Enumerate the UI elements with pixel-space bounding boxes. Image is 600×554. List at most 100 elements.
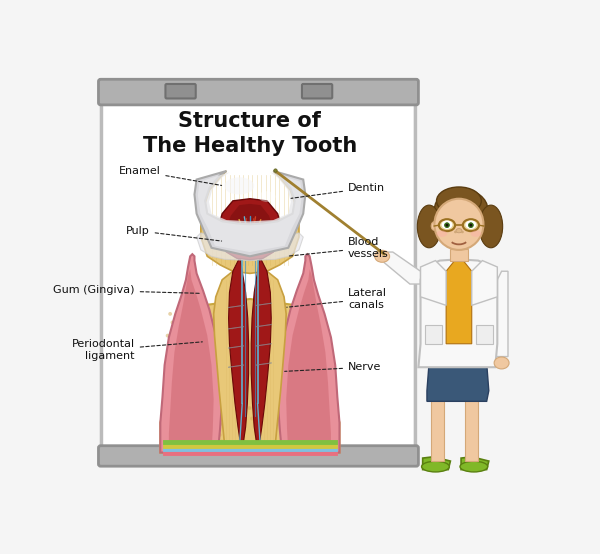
Ellipse shape bbox=[270, 326, 274, 330]
Ellipse shape bbox=[188, 336, 192, 340]
Ellipse shape bbox=[463, 219, 479, 231]
Polygon shape bbox=[472, 260, 497, 305]
Ellipse shape bbox=[179, 421, 184, 425]
Text: Blood
vessels: Blood vessels bbox=[289, 237, 389, 259]
Polygon shape bbox=[226, 204, 274, 250]
Ellipse shape bbox=[215, 375, 219, 378]
Ellipse shape bbox=[494, 357, 509, 369]
Ellipse shape bbox=[227, 315, 231, 319]
Ellipse shape bbox=[168, 312, 172, 316]
Ellipse shape bbox=[325, 335, 329, 338]
Ellipse shape bbox=[185, 348, 188, 352]
Ellipse shape bbox=[302, 398, 307, 402]
Ellipse shape bbox=[287, 364, 290, 368]
Text: Enamel: Enamel bbox=[118, 166, 221, 186]
Polygon shape bbox=[278, 254, 340, 453]
Ellipse shape bbox=[205, 346, 208, 350]
Ellipse shape bbox=[270, 373, 274, 377]
Polygon shape bbox=[495, 271, 508, 357]
Ellipse shape bbox=[198, 376, 202, 380]
Ellipse shape bbox=[248, 406, 251, 410]
Ellipse shape bbox=[170, 359, 174, 363]
Ellipse shape bbox=[259, 191, 275, 202]
Ellipse shape bbox=[172, 403, 176, 407]
Ellipse shape bbox=[212, 443, 216, 447]
Ellipse shape bbox=[293, 379, 297, 383]
Ellipse shape bbox=[437, 230, 447, 237]
Ellipse shape bbox=[213, 426, 217, 429]
Ellipse shape bbox=[241, 338, 245, 342]
Ellipse shape bbox=[169, 433, 173, 437]
Polygon shape bbox=[421, 260, 446, 305]
Polygon shape bbox=[476, 325, 493, 343]
Text: Dentin: Dentin bbox=[291, 183, 385, 198]
Ellipse shape bbox=[195, 423, 199, 427]
Ellipse shape bbox=[234, 417, 238, 421]
Text: Structure of
The Healthy Tooth: Structure of The Healthy Tooth bbox=[143, 111, 357, 156]
Polygon shape bbox=[251, 258, 271, 444]
Ellipse shape bbox=[278, 446, 281, 450]
Ellipse shape bbox=[191, 427, 194, 430]
Ellipse shape bbox=[445, 224, 448, 227]
FancyBboxPatch shape bbox=[166, 84, 196, 99]
Ellipse shape bbox=[326, 340, 330, 343]
Ellipse shape bbox=[224, 177, 254, 194]
Polygon shape bbox=[286, 269, 331, 453]
Ellipse shape bbox=[434, 199, 484, 250]
Polygon shape bbox=[229, 258, 248, 444]
Ellipse shape bbox=[256, 423, 260, 426]
Polygon shape bbox=[427, 363, 489, 401]
FancyBboxPatch shape bbox=[98, 79, 418, 105]
Ellipse shape bbox=[439, 219, 455, 231]
Ellipse shape bbox=[466, 220, 476, 229]
Ellipse shape bbox=[470, 230, 481, 237]
Ellipse shape bbox=[321, 322, 325, 326]
Ellipse shape bbox=[374, 250, 389, 262]
Ellipse shape bbox=[272, 424, 276, 428]
Ellipse shape bbox=[280, 394, 284, 398]
Polygon shape bbox=[425, 325, 442, 343]
FancyBboxPatch shape bbox=[302, 84, 332, 99]
Ellipse shape bbox=[233, 342, 237, 346]
Polygon shape bbox=[449, 249, 469, 260]
Polygon shape bbox=[160, 254, 222, 453]
Ellipse shape bbox=[319, 335, 323, 338]
Polygon shape bbox=[418, 259, 497, 367]
Ellipse shape bbox=[418, 205, 441, 248]
Ellipse shape bbox=[278, 387, 283, 391]
Ellipse shape bbox=[325, 413, 329, 417]
Text: Gum (Gingiva): Gum (Gingiva) bbox=[53, 285, 200, 295]
Ellipse shape bbox=[214, 397, 217, 401]
Ellipse shape bbox=[266, 424, 270, 428]
Ellipse shape bbox=[252, 388, 256, 392]
FancyBboxPatch shape bbox=[101, 84, 415, 464]
Ellipse shape bbox=[283, 346, 286, 350]
Ellipse shape bbox=[479, 205, 503, 248]
Ellipse shape bbox=[224, 432, 228, 436]
Ellipse shape bbox=[215, 435, 220, 439]
Ellipse shape bbox=[444, 222, 450, 228]
Text: Periodontal
ligament: Periodontal ligament bbox=[71, 340, 202, 361]
Ellipse shape bbox=[175, 326, 178, 330]
Ellipse shape bbox=[217, 375, 221, 379]
Polygon shape bbox=[197, 233, 303, 260]
Ellipse shape bbox=[166, 377, 170, 381]
Ellipse shape bbox=[177, 310, 181, 314]
Ellipse shape bbox=[229, 411, 233, 414]
Ellipse shape bbox=[220, 439, 224, 443]
Ellipse shape bbox=[468, 222, 473, 228]
Ellipse shape bbox=[172, 365, 175, 369]
Ellipse shape bbox=[263, 442, 267, 446]
Ellipse shape bbox=[437, 187, 481, 215]
Ellipse shape bbox=[170, 320, 175, 324]
Ellipse shape bbox=[226, 312, 229, 316]
Polygon shape bbox=[466, 399, 478, 461]
Ellipse shape bbox=[203, 388, 206, 392]
Ellipse shape bbox=[461, 230, 464, 233]
Ellipse shape bbox=[320, 429, 325, 433]
Polygon shape bbox=[461, 457, 489, 470]
Ellipse shape bbox=[218, 422, 222, 426]
Ellipse shape bbox=[293, 438, 297, 442]
Ellipse shape bbox=[313, 372, 317, 376]
Ellipse shape bbox=[185, 379, 189, 383]
